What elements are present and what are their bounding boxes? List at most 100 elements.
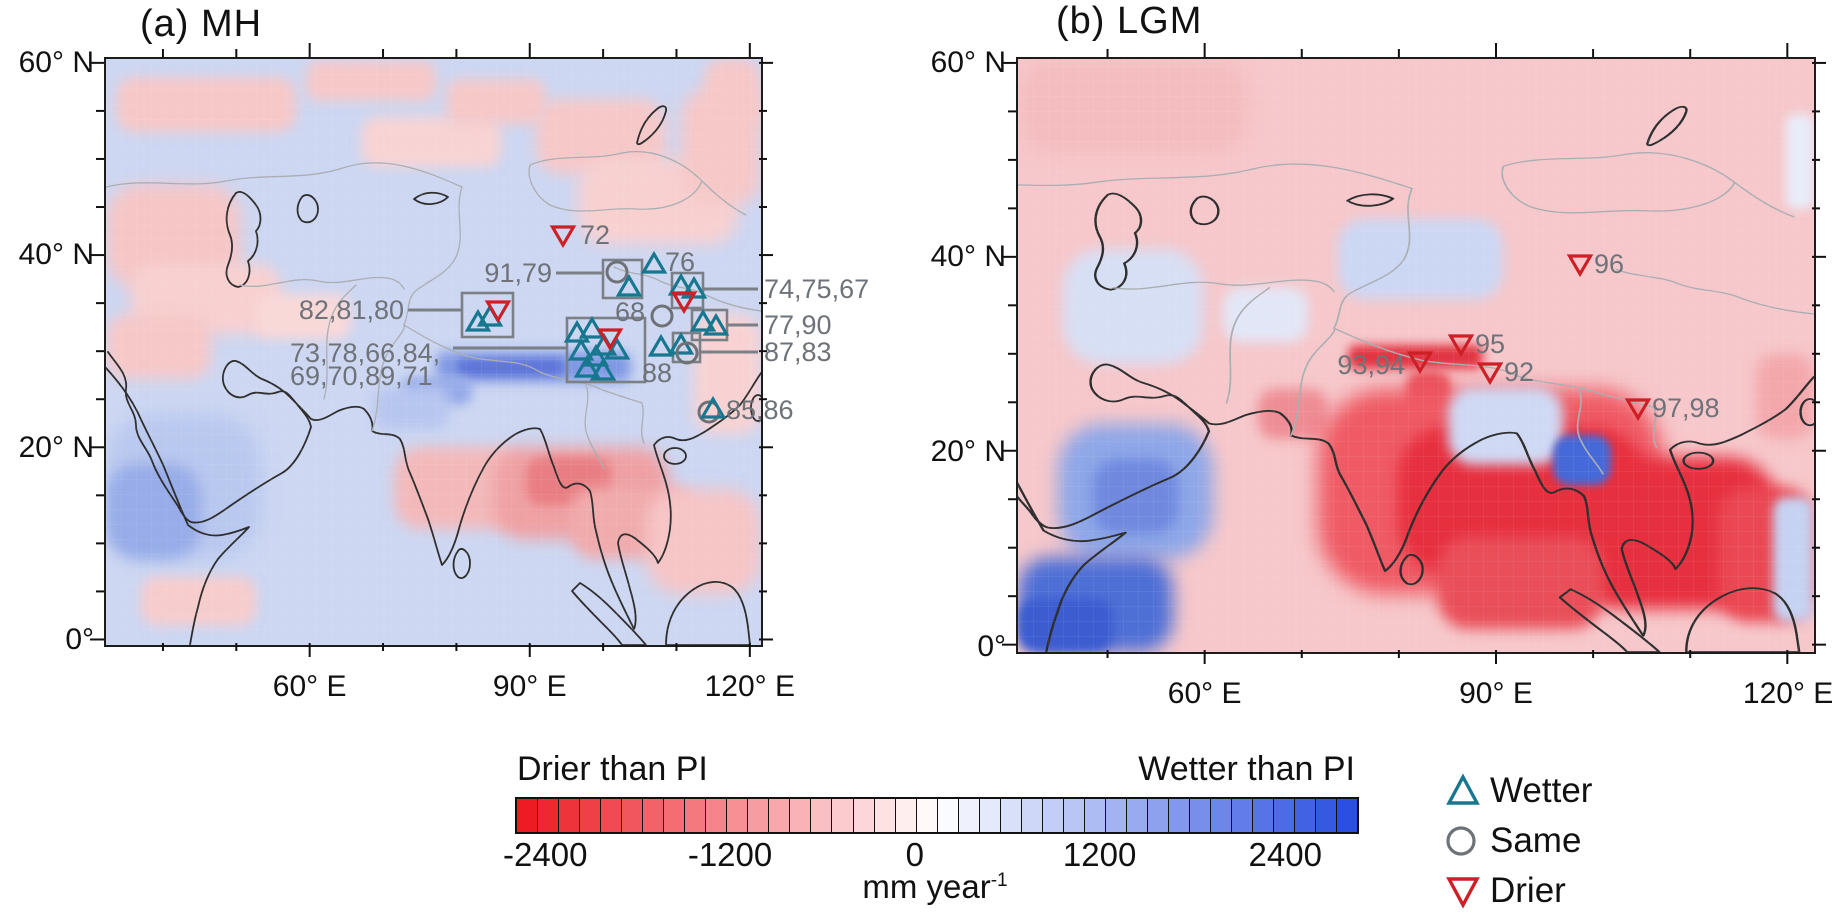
anomaly-patch	[1438, 537, 1603, 629]
colorbar-segment	[832, 799, 854, 832]
drier-marker	[549, 225, 577, 249]
colorbar-segment	[1190, 799, 1212, 832]
site-number-label: 69,70,89,71	[290, 361, 433, 391]
colorbar-segment	[538, 799, 560, 832]
site-number-label: 95	[1475, 329, 1505, 359]
colorbar-segment	[790, 799, 812, 832]
anomaly-patch	[1786, 114, 1814, 209]
drier-marker	[1406, 351, 1434, 375]
colorbar-segment	[979, 799, 1001, 832]
anomaly-patch	[1093, 459, 1178, 534]
site-number-label: 97,98	[1652, 393, 1720, 423]
same-marker	[650, 304, 674, 328]
wetter-marker	[573, 354, 601, 378]
drier-marker	[670, 291, 698, 315]
colorbar	[515, 797, 1359, 834]
anomaly-patch	[361, 117, 501, 167]
lat-label: 60° N	[930, 45, 1006, 79]
colorbar-segment	[622, 799, 644, 832]
marker-legend: Wetter Same Drier	[1444, 766, 1592, 915]
colorbar-segment	[643, 799, 665, 832]
wetter-marker	[578, 315, 606, 339]
colorbar-segment	[727, 799, 749, 832]
drier-marker	[1624, 398, 1652, 422]
colorbar-tick-label: -1200	[687, 836, 773, 873]
colorbar-segment	[517, 799, 539, 832]
anomaly-patch	[374, 387, 449, 429]
colorbar-segment	[1084, 799, 1106, 832]
lon-label: 60° E	[1167, 677, 1242, 710]
anomaly-patch	[141, 577, 256, 625]
wetter-marker	[689, 308, 717, 332]
colorbar-segment	[1105, 799, 1127, 832]
wetter-marker	[567, 337, 595, 361]
same-marker	[675, 341, 699, 365]
colorbar-segment	[1211, 799, 1233, 832]
anomaly-patch	[106, 314, 211, 379]
colorbar-segment	[769, 799, 791, 832]
drier-marker	[1447, 334, 1475, 358]
wetter-marker	[615, 273, 643, 297]
anomaly-patch	[106, 464, 201, 559]
anomaly-patch	[1223, 287, 1308, 342]
colorbar-segment	[1063, 799, 1085, 832]
colorbar-segment	[664, 799, 686, 832]
lon-label: 120° E	[1742, 677, 1834, 710]
wetter-marker	[702, 312, 730, 336]
legend-row-drier: Drier	[1444, 866, 1592, 915]
panel-b-title: (b) LGM	[1056, 0, 1203, 42]
site-number-label: 76	[665, 247, 695, 277]
colorbar-segment	[706, 799, 728, 832]
site-number-label: 92	[1504, 357, 1534, 387]
wetter-marker	[589, 357, 617, 381]
anomaly-patch	[704, 59, 761, 127]
panel-a-title: (a) MH	[140, 3, 263, 45]
colorbar-segment	[811, 799, 833, 832]
colorbar-segment	[916, 799, 938, 832]
same-marker	[605, 260, 629, 284]
drier-marker	[1476, 362, 1504, 386]
colorbar-segment	[853, 799, 875, 832]
colorbar-segment	[937, 799, 959, 832]
colorbar-segment	[1168, 799, 1190, 832]
colorbar-segment	[748, 799, 770, 832]
wetter-marker	[603, 336, 631, 360]
panel-a-map	[104, 57, 763, 647]
site-number-label: 88	[642, 358, 672, 388]
colorbar-drier-label: Drier than PI	[517, 750, 708, 788]
lat-label: 20° N	[18, 430, 94, 464]
colorbar-segment	[580, 799, 602, 832]
legend-label-wetter: Wetter	[1490, 771, 1593, 810]
drier-marker	[596, 328, 624, 352]
anomaly-patch	[256, 294, 351, 339]
anomaly-patch	[1756, 354, 1814, 439]
drier-marker	[484, 300, 512, 324]
site-number-label: 82,81,80	[299, 295, 404, 325]
lat-label: 0°	[65, 623, 94, 657]
anomaly-patch	[1018, 59, 1248, 154]
site-number-label: 74,75,67	[764, 274, 869, 304]
anomaly-patch	[1448, 387, 1563, 465]
wetter-marker	[699, 395, 727, 419]
drier-marker	[1566, 254, 1594, 278]
anomaly-patch	[306, 61, 436, 101]
panel-b-markers-overlay: 96 95 93,94 92 97,98	[1002, 43, 1826, 664]
anomaly-patch	[1063, 249, 1203, 364]
colorbar-segment	[685, 799, 707, 832]
colorbar-segment	[958, 799, 980, 832]
site-number-label: 73,78,66,84,	[290, 338, 440, 368]
site-number-label: 93,94	[1337, 350, 1405, 380]
colorbar-segment	[1042, 799, 1064, 832]
panel-b-map	[1016, 57, 1816, 654]
site-number-label: 77,90	[764, 310, 832, 340]
anomaly-patch	[458, 359, 563, 376]
colorbar-segment	[874, 799, 896, 832]
colorbar-segment	[1000, 799, 1022, 832]
colorbar-segment	[601, 799, 623, 832]
anomaly-patch	[646, 489, 761, 594]
anomaly-patch	[446, 79, 546, 124]
lon-label: 90° E	[492, 670, 567, 703]
site-group-box	[601, 258, 644, 300]
